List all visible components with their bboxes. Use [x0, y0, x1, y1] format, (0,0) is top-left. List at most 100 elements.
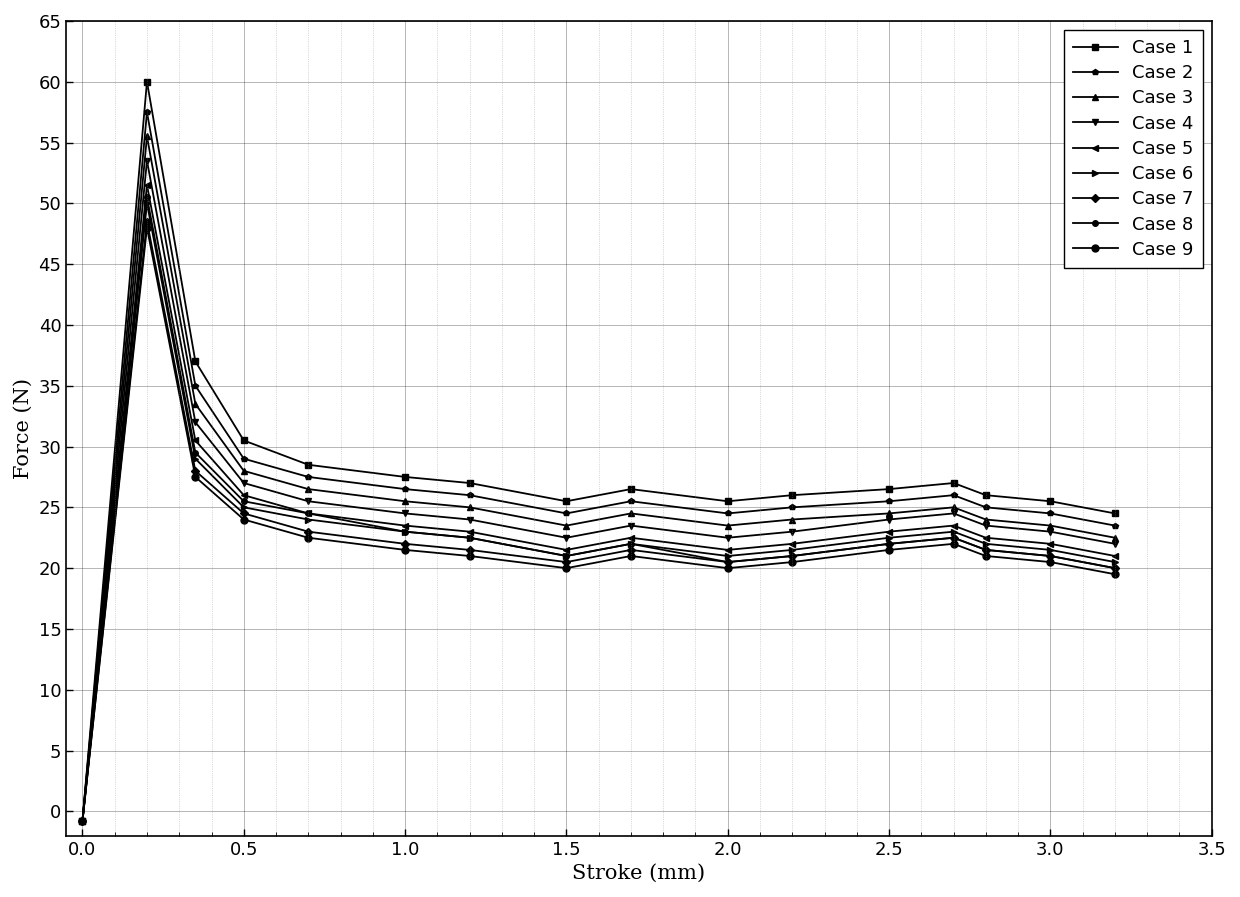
Case 2 — [398, 483, 413, 494]
Case 1 — [398, 472, 413, 483]
Case 8 — [463, 532, 477, 543]
Line: Case 1: Case 1 — [79, 79, 1117, 823]
Case 4 — [1107, 538, 1122, 549]
Case 1 — [463, 477, 477, 488]
Case 2 — [188, 380, 203, 391]
Case 6 — [1107, 557, 1122, 568]
Case 2 — [882, 496, 897, 507]
Case 9 — [978, 551, 993, 562]
Line: Case 6: Case 6 — [79, 200, 1118, 824]
Case 1 — [1043, 496, 1058, 507]
Case 2 — [946, 490, 961, 501]
Case 6 — [140, 198, 155, 209]
Case 1 — [978, 490, 993, 501]
Case 6 — [463, 532, 477, 543]
Case 6 — [398, 527, 413, 537]
Case 2 — [785, 502, 800, 513]
Case 6 — [978, 538, 993, 549]
Case 4 — [74, 815, 89, 826]
Case 7 — [785, 551, 800, 562]
Case 5 — [559, 544, 574, 555]
Case 8 — [946, 532, 961, 543]
Case 1 — [188, 356, 203, 367]
Case 3 — [140, 131, 155, 142]
Case 4 — [301, 496, 316, 507]
Case 5 — [74, 815, 89, 826]
Case 7 — [140, 216, 155, 227]
Case 1 — [1107, 508, 1122, 518]
Case 2 — [301, 472, 316, 483]
Case 8 — [1043, 551, 1058, 562]
Case 8 — [559, 551, 574, 562]
Case 3 — [74, 815, 89, 826]
Case 3 — [1043, 520, 1058, 531]
Case 9 — [720, 562, 735, 573]
Case 5 — [301, 508, 316, 518]
Case 2 — [559, 508, 574, 518]
Case 4 — [624, 520, 639, 531]
Case 2 — [978, 502, 993, 513]
Case 5 — [463, 527, 477, 537]
Case 8 — [720, 557, 735, 568]
Line: Case 8: Case 8 — [79, 195, 1117, 823]
Case 5 — [720, 544, 735, 555]
Case 3 — [720, 520, 735, 531]
Case 3 — [882, 508, 897, 518]
Case 1 — [74, 815, 89, 826]
Case 2 — [74, 815, 89, 826]
Case 6 — [1043, 544, 1058, 555]
Case 5 — [188, 435, 203, 446]
Case 6 — [882, 532, 897, 543]
Case 4 — [463, 514, 477, 525]
Case 3 — [188, 398, 203, 409]
Case 6 — [237, 502, 252, 513]
Case 5 — [1043, 538, 1058, 549]
Legend: Case 1, Case 2, Case 3, Case 4, Case 5, Case 6, Case 7, Case 8, Case 9: Case 1, Case 2, Case 3, Case 4, Case 5, … — [1064, 30, 1203, 267]
Case 2 — [237, 453, 252, 464]
Case 4 — [978, 520, 993, 531]
Case 5 — [140, 179, 155, 190]
Case 8 — [398, 527, 413, 537]
Case 9 — [946, 538, 961, 549]
Case 9 — [463, 551, 477, 562]
Case 8 — [882, 538, 897, 549]
Case 2 — [463, 490, 477, 501]
Case 8 — [1107, 562, 1122, 573]
Case 9 — [559, 562, 574, 573]
Case 4 — [1043, 527, 1058, 537]
Case 3 — [978, 514, 993, 525]
Case 4 — [720, 532, 735, 543]
Case 6 — [720, 551, 735, 562]
Case 5 — [1107, 551, 1122, 562]
Case 1 — [301, 459, 316, 470]
Case 8 — [140, 192, 155, 203]
Case 2 — [720, 508, 735, 518]
Case 9 — [74, 815, 89, 826]
Case 9 — [301, 532, 316, 543]
Line: Case 5: Case 5 — [79, 181, 1118, 824]
Case 7 — [946, 532, 961, 543]
Case 7 — [1043, 551, 1058, 562]
Case 7 — [978, 544, 993, 555]
Y-axis label: Force (N): Force (N) — [14, 378, 33, 479]
Case 8 — [74, 815, 89, 826]
Case 9 — [1043, 557, 1058, 568]
Case 2 — [1043, 508, 1058, 518]
Case 7 — [237, 508, 252, 518]
Case 7 — [882, 538, 897, 549]
Case 1 — [237, 435, 252, 446]
Case 4 — [559, 532, 574, 543]
Case 5 — [978, 532, 993, 543]
Case 4 — [188, 417, 203, 428]
Case 4 — [785, 527, 800, 537]
Case 6 — [74, 815, 89, 826]
Case 5 — [237, 490, 252, 501]
Case 3 — [946, 502, 961, 513]
Case 7 — [720, 557, 735, 568]
Case 8 — [301, 508, 316, 518]
Case 7 — [301, 527, 316, 537]
Case 2 — [624, 496, 639, 507]
Case 1 — [946, 477, 961, 488]
X-axis label: Stroke (mm): Stroke (mm) — [573, 864, 706, 884]
Case 5 — [785, 538, 800, 549]
